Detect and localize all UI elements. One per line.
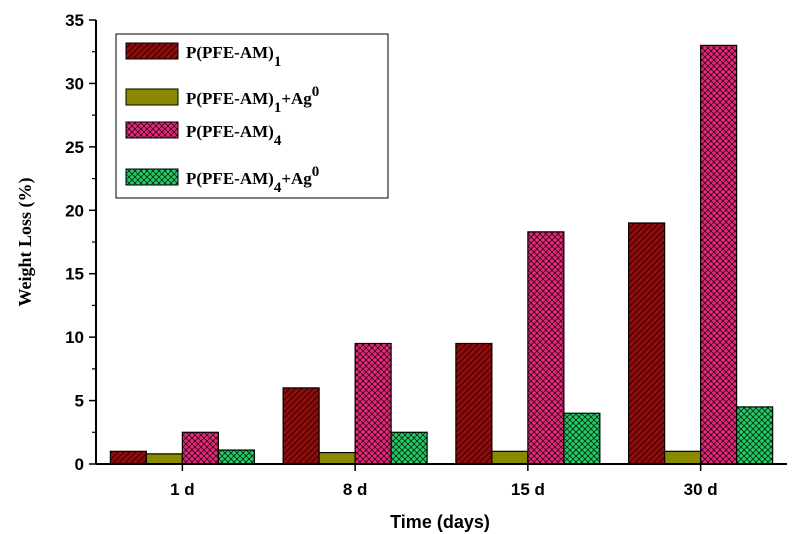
bar-4-15d [563,412,601,465]
bar-3-30d [700,44,738,465]
legend-label-2: P(PFE-AM)1+Ag0 [186,84,319,116]
legend: P(PFE-AM)1 P(PFE-AM)1+Ag0 P(PFE-AM)4 P(PFE-… [115,33,389,199]
bar-2-15d [491,450,529,465]
bars-group [109,44,774,465]
bar-4-30d [736,406,774,465]
x-tick-label: 1 d [170,480,195,499]
y-tick-label: 10 [65,328,84,347]
legend-swatch-4 [125,168,179,186]
bar-2-8d [318,451,356,465]
y-tick-label: 0 [75,455,84,474]
y-tick-label: 30 [65,74,84,93]
y-tick-label: 35 [65,11,84,30]
y-tick-label: 15 [65,265,84,284]
legend-swatch-3 [125,121,179,139]
y-tick-label: 25 [65,138,84,157]
x-tick-label: 15 d [511,480,545,499]
legend-label-4: P(PFE-AM)4+Ag0 [186,164,319,196]
x-axis-title: Time (days) [390,512,490,532]
legend-label-3: P(PFE-AM)4 [186,122,282,149]
axes-group: 1 d 8 d 15 d 30 d 0 5 10 15 20 25 30 35 [65,11,787,499]
bar-4-8d [390,431,428,465]
bar-1-30d [628,222,666,465]
x-tick-label: 8 d [343,480,368,499]
bar-3-1d [181,431,219,465]
bar-1-15d [455,342,493,465]
legend-swatch-1 [125,42,179,60]
bar-1-1d [109,450,147,465]
legend-label-1: P(PFE-AM)1 [186,43,281,70]
bar-3-8d [354,342,392,465]
bar-3-15d [527,231,565,465]
bar-2-1d [145,453,183,465]
y-tick-label: 20 [65,201,84,220]
x-tick-label: 30 d [684,480,718,499]
y-tick-label: 5 [75,392,84,411]
bar-2-30d [664,450,702,465]
y-axis-title: Weight Loss (%) [15,177,36,306]
legend-swatch-2 [125,88,179,106]
bar-4-1d [217,449,255,465]
bar-1-8d [282,387,320,465]
